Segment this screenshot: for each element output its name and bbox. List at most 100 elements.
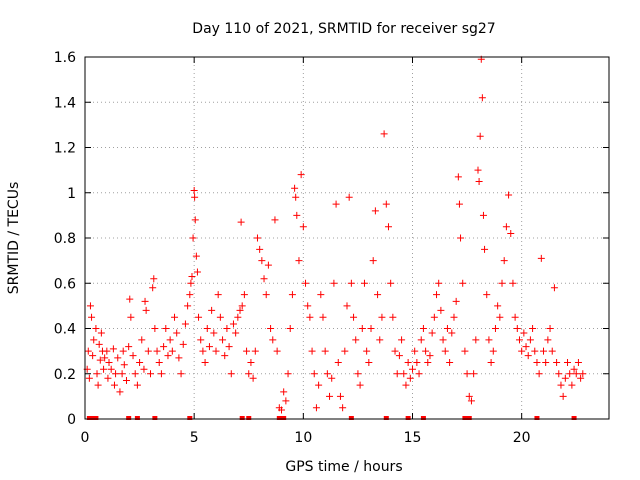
data-point	[317, 291, 325, 299]
data-point	[347, 279, 355, 287]
data-point	[95, 340, 103, 348]
y-tick-label: 1.2	[54, 141, 76, 157]
data-point	[249, 374, 257, 382]
data-point	[531, 347, 539, 355]
data-point	[455, 200, 463, 208]
data-point	[203, 325, 211, 332]
data-point	[310, 370, 318, 378]
data-point	[302, 279, 310, 287]
zero-value-point	[276, 416, 282, 420]
y-tick-label: 0	[67, 412, 76, 428]
data-point	[278, 406, 285, 414]
data-point	[264, 261, 272, 269]
data-point	[428, 329, 436, 337]
data-point	[295, 257, 303, 265]
data-point	[332, 200, 340, 208]
y-tick-label: 0.4	[54, 322, 76, 338]
data-point	[110, 381, 118, 389]
data-point	[548, 347, 556, 355]
data-point	[177, 370, 185, 378]
data-point	[463, 370, 471, 378]
data-point	[352, 336, 360, 344]
data-point	[142, 306, 150, 314]
data-point	[518, 347, 526, 355]
data-point	[483, 291, 491, 299]
data-point	[450, 313, 458, 321]
data-point	[395, 352, 403, 360]
data-point	[240, 291, 248, 299]
data-point	[258, 257, 266, 265]
data-point	[151, 325, 159, 332]
data-point	[404, 358, 412, 366]
data-point	[119, 347, 127, 355]
x-tick-label: 10	[294, 430, 312, 446]
data-point	[191, 193, 199, 201]
data-point	[85, 374, 93, 382]
data-point	[205, 343, 213, 351]
data-point	[247, 358, 255, 366]
data-point	[107, 365, 115, 373]
data-point	[481, 245, 489, 253]
data-point	[568, 381, 576, 389]
data-point	[155, 358, 163, 366]
zero-value-point	[152, 416, 158, 420]
data-point	[415, 370, 423, 378]
data-point	[326, 392, 334, 400]
y-tick-label: 0.2	[54, 367, 76, 383]
data-point	[430, 313, 438, 321]
data-point	[382, 200, 390, 208]
data-point	[245, 370, 253, 378]
data-point	[446, 358, 454, 366]
data-point	[100, 365, 108, 373]
data-point	[308, 347, 316, 355]
data-point	[292, 193, 300, 201]
data-point	[570, 365, 578, 373]
data-point	[140, 365, 148, 373]
data-point	[118, 370, 126, 378]
data-point	[90, 336, 98, 344]
data-point	[127, 313, 135, 321]
data-point	[184, 302, 192, 310]
data-point	[321, 347, 329, 355]
data-point	[122, 377, 130, 385]
data-point	[384, 223, 392, 231]
data-point	[131, 370, 139, 378]
data-point	[555, 370, 563, 378]
plot-frame	[84, 56, 610, 420]
data-point	[400, 370, 408, 378]
data-point	[479, 211, 487, 219]
data-point	[103, 347, 111, 355]
data-point	[97, 329, 105, 337]
data-point	[350, 313, 358, 321]
data-point	[334, 358, 342, 366]
data-point	[476, 132, 484, 140]
data-point	[190, 186, 198, 194]
data-point	[284, 370, 292, 378]
data-point	[160, 343, 168, 351]
y-tick-label: 0.6	[54, 276, 76, 292]
data-point	[92, 325, 100, 332]
data-point	[544, 336, 552, 344]
data-point	[166, 336, 174, 344]
data-point	[424, 358, 432, 366]
data-point	[173, 329, 181, 337]
data-point	[448, 329, 456, 337]
data-point	[389, 313, 397, 321]
data-point	[435, 279, 443, 287]
data-point	[195, 313, 203, 321]
zero-value-point	[466, 416, 472, 420]
data-point	[485, 336, 493, 344]
zero-value-point	[187, 416, 193, 420]
data-point	[260, 275, 268, 283]
data-point	[513, 325, 521, 332]
data-point	[269, 336, 277, 344]
data-point	[454, 173, 462, 181]
data-point	[367, 325, 375, 332]
data-point	[147, 370, 154, 378]
data-point	[267, 325, 275, 332]
data-point	[251, 347, 259, 355]
data-point	[208, 306, 216, 314]
data-point	[168, 347, 176, 355]
data-point	[282, 397, 290, 405]
data-point	[192, 252, 200, 260]
